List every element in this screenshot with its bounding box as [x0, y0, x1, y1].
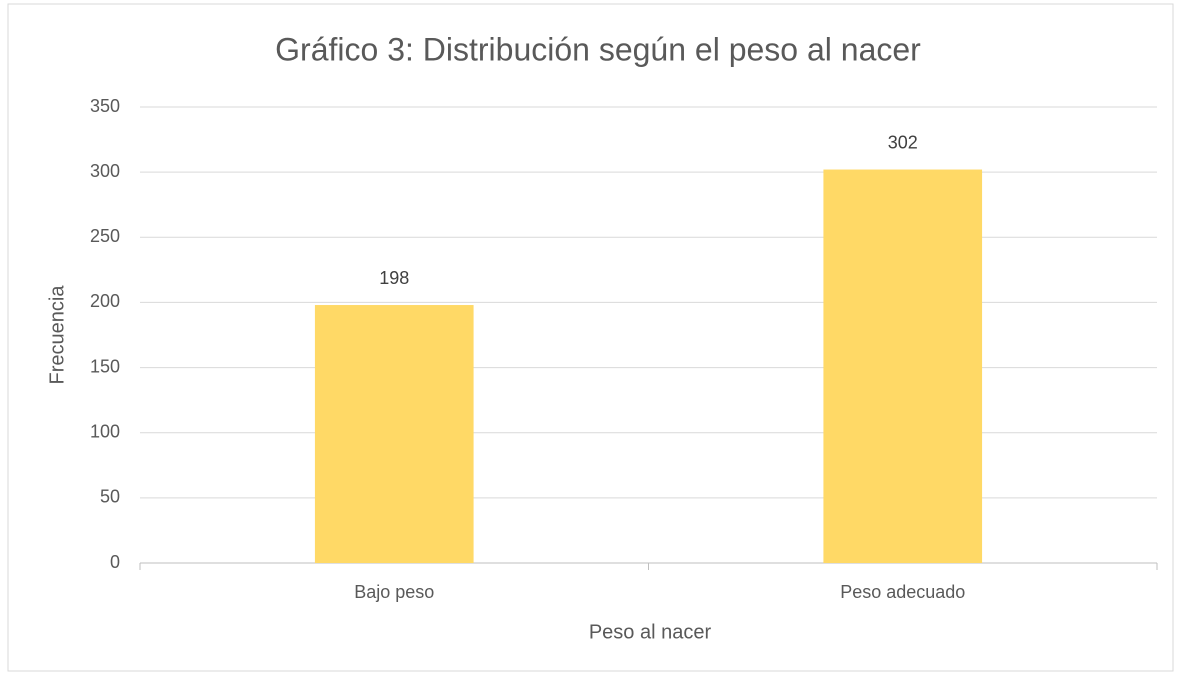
x-tick-label: Bajo peso — [354, 582, 434, 602]
chart-title: Gráfico 3: Distribución según el peso al… — [275, 31, 921, 67]
x-axis-label: Peso al nacer — [589, 621, 712, 643]
y-tick-label: 50 — [100, 487, 120, 507]
y-tick-label: 0 — [110, 552, 120, 572]
y-tick-label: 350 — [90, 96, 120, 116]
y-tick-label: 300 — [90, 161, 120, 181]
bar — [823, 169, 983, 563]
y-axis-label: Frecuencia — [46, 285, 68, 385]
y-tick-label: 200 — [90, 291, 120, 311]
x-tick-label: Peso adecuado — [840, 582, 965, 602]
chart-border — [7, 3, 1174, 672]
bar — [314, 305, 474, 563]
y-tick-label: 250 — [90, 226, 120, 246]
y-tick-label: 100 — [90, 421, 120, 441]
y-tick-label: 150 — [90, 356, 120, 376]
data-label: 302 — [888, 132, 918, 152]
data-label: 198 — [379, 268, 409, 288]
